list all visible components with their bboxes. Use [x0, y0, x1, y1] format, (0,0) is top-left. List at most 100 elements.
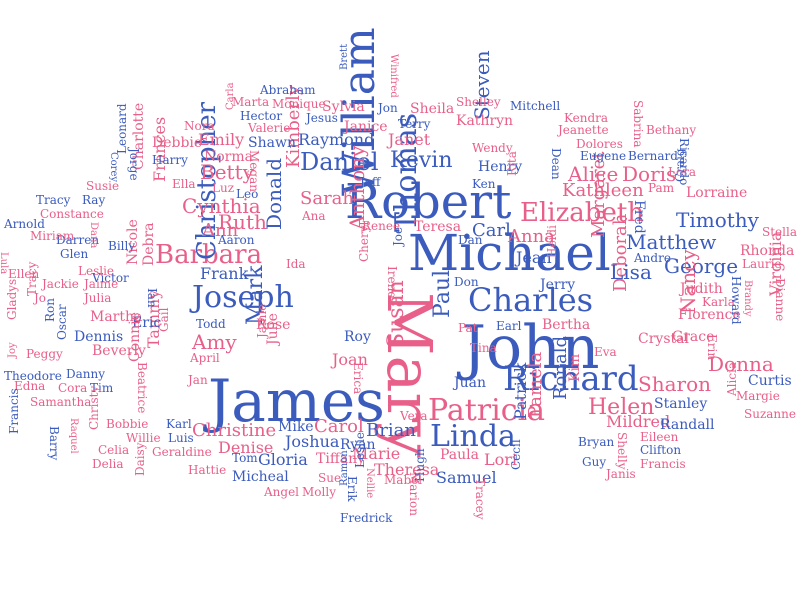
word-suzanne: Suzanne: [744, 407, 796, 421]
word-henry: Henry: [478, 159, 523, 175]
word-juan: Juan: [454, 375, 486, 391]
word-christy: Christy: [87, 385, 101, 430]
word-arnold: Arnold: [4, 217, 45, 231]
word-barry: Barry: [47, 426, 61, 461]
word-billy: Billy: [108, 239, 136, 253]
word-sabrina: Sabrina: [631, 100, 645, 148]
word-francis: Francis: [640, 457, 686, 471]
word-lora: Lora: [668, 165, 697, 179]
word-paula: Paula: [440, 447, 479, 463]
word-abraham: Abraham: [260, 83, 316, 97]
word-jean: Jean: [516, 248, 552, 267]
word-stanley: Stanley: [654, 396, 708, 412]
word-beverly: Beverly: [92, 343, 146, 359]
word-crystal: Crystal: [638, 331, 689, 347]
word-don: Don: [454, 275, 479, 289]
word-kathleen: Kathleen: [562, 180, 644, 201]
word-gloria: Gloria: [258, 450, 308, 469]
word-angel: Angel: [264, 485, 300, 499]
word-amy: Amy: [192, 330, 237, 354]
word-tracy: Tracy: [36, 193, 71, 207]
word-tim: Tim: [90, 381, 114, 395]
word-karla: Karla: [702, 295, 735, 309]
word-denise: Denise: [218, 438, 274, 457]
word-daniel: Daniel: [300, 148, 379, 176]
word-kathryn: Kathryn: [456, 113, 514, 129]
word-luz: Luz: [212, 181, 235, 195]
word-dana: Dana: [88, 222, 99, 249]
word-joan: Joan: [332, 350, 368, 369]
word-joseph: Joseph: [192, 280, 294, 315]
word-matthew: Matthew: [626, 230, 717, 254]
word-luis: Luis: [168, 431, 194, 445]
word-richard: Richard: [503, 359, 639, 399]
word-vera: Vera: [400, 409, 428, 423]
word-ellen: Ellen: [8, 267, 40, 281]
word-lori: Lori: [484, 450, 518, 469]
word-geraldine: Geraldine: [152, 445, 212, 459]
word-theresa: Theresa: [374, 460, 440, 479]
word-michael: Michael: [408, 224, 611, 282]
word-helen: Helen: [588, 395, 655, 420]
word-earl: Earl: [496, 319, 522, 333]
word-jo: Jo: [34, 291, 47, 305]
word-darren: Darren: [56, 233, 100, 247]
word-celia: Celia: [98, 443, 130, 457]
word-theodore: Theodore: [4, 369, 62, 383]
word-fredrick: Fredrick: [340, 511, 393, 525]
word-eva: Eva: [594, 345, 617, 359]
word-sarah: Sarah: [300, 188, 354, 209]
word-brian: Brian: [366, 420, 416, 441]
word-heidi: Heidi: [545, 225, 559, 258]
word-leo: Leo: [236, 187, 259, 201]
word-pam: Pam: [648, 181, 675, 195]
word-shawn: Shawn: [248, 135, 296, 151]
word-constance: Constance: [40, 207, 104, 221]
word-erica: Erica: [351, 362, 365, 395]
word-martha: Martha: [90, 309, 143, 325]
word-mitchell: Mitchell: [510, 99, 561, 113]
word-samuel: Samuel: [436, 468, 497, 487]
word-leonard: Leonard: [115, 103, 129, 154]
word-cecil: Cecil: [509, 439, 523, 470]
word-eileen: Eileen: [640, 430, 679, 444]
word-linda: Linda: [430, 419, 516, 454]
word-sheila: Sheila: [410, 101, 455, 117]
word-jeanette: Jeanette: [558, 123, 609, 137]
word-brett: Brett: [339, 43, 350, 70]
word-marie: Marie: [352, 444, 401, 463]
word-irene: Irene: [385, 266, 399, 299]
word-bethany: Bethany: [646, 123, 697, 137]
word-peggy: Peggy: [26, 347, 63, 361]
word-frank: Frank: [200, 264, 249, 283]
word-april: April: [190, 351, 220, 365]
word-raquel: Raquel: [68, 418, 79, 454]
word-elizabeth: Elizabeth: [520, 198, 645, 228]
word-kendra: Kendra: [564, 111, 609, 125]
word-jamie: Jamie: [255, 303, 269, 338]
word-ana: Ana: [302, 209, 326, 223]
word-tracey: Tracey: [473, 478, 487, 520]
word-tom: Tom: [232, 451, 258, 465]
word-patricia: Patricia: [428, 393, 545, 428]
word-oscar: Oscar: [55, 304, 69, 340]
word-paul: Paul: [430, 269, 455, 318]
word-cheryl: Cheryl: [357, 221, 371, 262]
word-curtis: Curtis: [748, 373, 792, 389]
word-raymond: Raymond: [298, 130, 375, 149]
word-julia: Julia: [84, 291, 112, 305]
word-terry: Terry: [398, 117, 431, 131]
word-jorge: Jorge: [127, 148, 141, 181]
word-margie: Margie: [736, 389, 780, 403]
word-joy: Joy: [7, 342, 18, 358]
word-dean: Dean: [549, 148, 563, 180]
word-jaime: Jaime: [84, 277, 119, 291]
word-james: James: [208, 367, 385, 435]
word-ida: Ida: [286, 257, 306, 271]
word-janet: Janet: [388, 130, 431, 149]
word-connie: Connie: [127, 312, 143, 362]
word-delia: Delia: [92, 457, 124, 471]
word-mildred: Mildred: [606, 412, 671, 431]
word-virginia: Virginia: [766, 231, 785, 296]
word-hector: Hector: [240, 109, 283, 123]
